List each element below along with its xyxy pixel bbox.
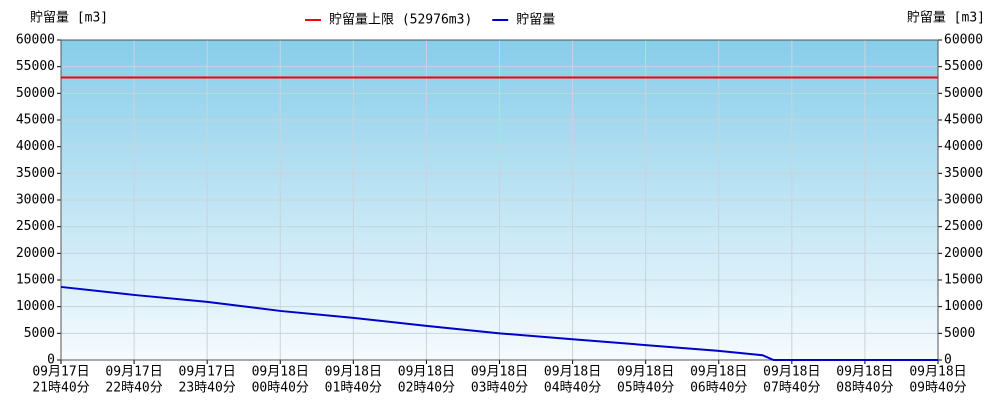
y-tick-label: 35000	[16, 166, 55, 181]
x-tick-time: 21時40分	[32, 381, 89, 396]
y2-tick-label: 45000	[944, 113, 983, 128]
y-axis-title: 貯留量 [m3]	[30, 11, 108, 26]
x-tick-time: 02時40分	[398, 381, 455, 396]
legend-label: 貯留量	[516, 13, 555, 28]
y-tick-label: 60000	[16, 33, 55, 48]
y2-tick-label: 25000	[944, 219, 983, 234]
y-tick-label: 50000	[16, 86, 55, 101]
x-tick-date: 09月18日	[909, 365, 966, 380]
y-tick-label: 45000	[16, 113, 55, 128]
x-tick-date: 09月18日	[325, 365, 382, 380]
y-tick-label: 40000	[16, 139, 55, 154]
x-tick-date: 09月17日	[179, 365, 236, 380]
x-tick-time: 09時40分	[909, 381, 966, 396]
y2-tick-label: 60000	[944, 33, 983, 48]
y2-tick-label: 50000	[944, 86, 983, 101]
plot-border	[60, 39, 939, 361]
x-tick-date: 09月18日	[544, 365, 601, 380]
y-tick-label: 5000	[24, 326, 55, 341]
y2-tick-label: 5000	[944, 326, 975, 341]
y2-tick-label: 10000	[944, 299, 983, 314]
x-tick-time: 03時40分	[471, 381, 528, 396]
y2-tick-label: 35000	[944, 166, 983, 181]
x-tick-time: 07時40分	[763, 381, 820, 396]
y-tick-label: 30000	[16, 193, 55, 208]
x-tick-time: 22時40分	[105, 381, 162, 396]
x-tick-time: 00時40分	[252, 381, 309, 396]
x-tick-date: 09月18日	[398, 365, 455, 380]
x-tick-time: 05時40分	[617, 381, 674, 396]
y2-tick-label: 40000	[944, 139, 983, 154]
y-tick-label: 0	[47, 353, 55, 368]
x-tick-time: 04時40分	[544, 381, 601, 396]
x-tick-time: 01時40分	[325, 381, 382, 396]
x-tick-date: 09月18日	[252, 365, 309, 380]
y2-tick-label: 30000	[944, 193, 983, 208]
y2-tick-label: 0	[944, 353, 952, 368]
y2-tick-label: 55000	[944, 59, 983, 74]
x-tick-date: 09月18日	[763, 365, 820, 380]
series-line	[60, 285, 938, 361]
y2-tick-label: 20000	[944, 246, 983, 261]
y-tick-label: 10000	[16, 299, 55, 314]
y-tick-label: 55000	[16, 59, 55, 74]
x-tick-date: 09月17日	[105, 365, 162, 380]
x-tick-date: 09月17日	[32, 365, 89, 380]
x-tick-date: 09月18日	[617, 365, 674, 380]
x-tick-time: 06時40分	[690, 381, 747, 396]
x-tick-time: 08時40分	[836, 381, 893, 396]
x-tick-date: 09月18日	[690, 365, 747, 380]
x-tick-date: 09月18日	[836, 365, 893, 380]
legend-label: 貯留量上限 (52976m3)	[329, 13, 472, 28]
x-tick-time: 23時40分	[179, 381, 236, 396]
y-tick-label: 20000	[16, 246, 55, 261]
y2-tick-label: 15000	[944, 273, 983, 288]
y2-axis-title: 貯留量 [m3]	[907, 11, 985, 26]
y-tick-label: 25000	[16, 219, 55, 234]
y-tick-label: 15000	[16, 273, 55, 288]
x-tick-date: 09月18日	[471, 365, 528, 380]
